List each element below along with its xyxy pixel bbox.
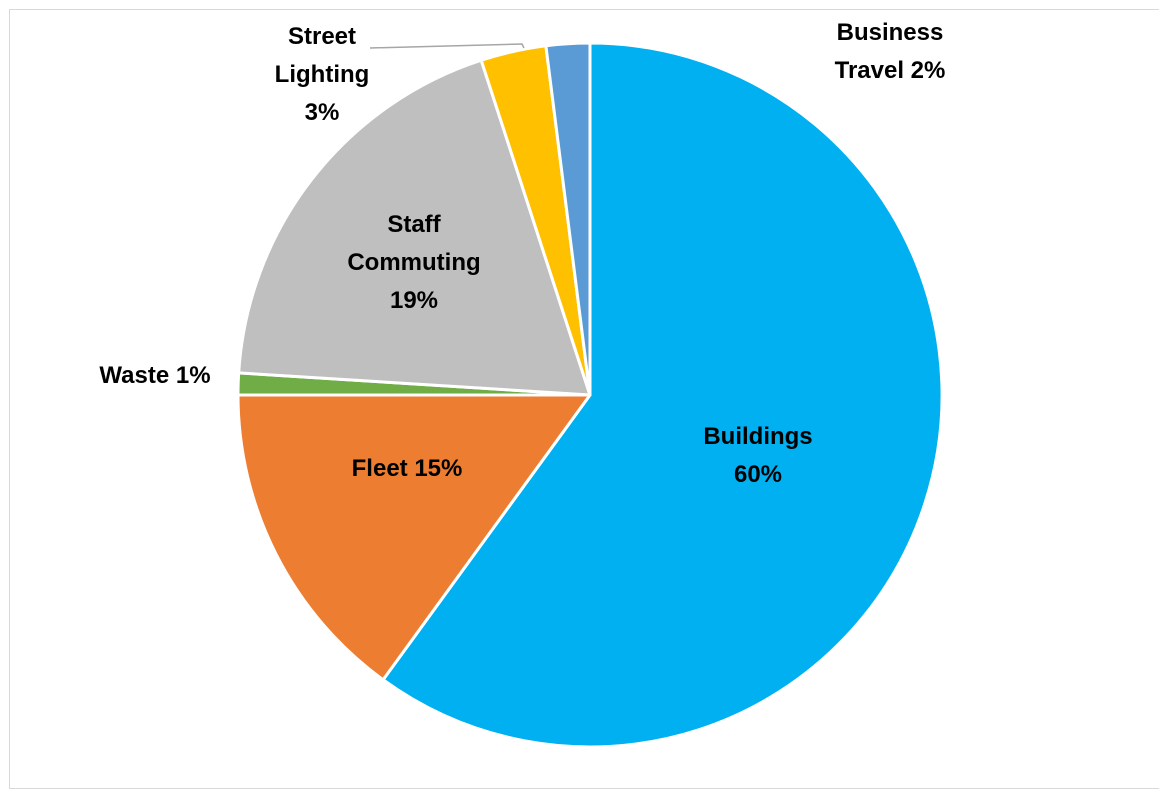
data-label-line: Buildings xyxy=(703,423,812,450)
data-label-buildings: Buildings 60% xyxy=(703,423,812,488)
data-label-line: 19% xyxy=(390,287,438,314)
leader-line-street-lighting xyxy=(369,43,525,49)
data-label-waste: Waste 1% xyxy=(99,362,210,389)
pie-chart: Buildings 60% Fleet 15% Waste 1% Staff Commut… xyxy=(99,19,946,749)
data-label-staff-commuting: Staff Commuting 19% xyxy=(347,211,480,314)
pie-slice-fleet xyxy=(236,393,592,682)
data-label-line: Street xyxy=(288,23,356,50)
pie-slice-staff-commuting xyxy=(237,58,592,397)
data-label-line: Waste 1% xyxy=(99,362,210,389)
pie-slice-buildings xyxy=(381,41,944,749)
data-label-business-travel: Business Travel 2% xyxy=(835,19,946,84)
data-label-fleet: Fleet 15% xyxy=(352,455,463,482)
data-label-line: Travel 2% xyxy=(835,57,946,84)
data-label-line: Fleet 15% xyxy=(352,455,463,482)
pie-slice-business-travel xyxy=(544,41,592,397)
data-label-line: Business xyxy=(837,19,944,46)
data-label-line: Staff xyxy=(387,211,441,238)
data-label-line: Commuting xyxy=(347,249,480,276)
data-label-line: 60% xyxy=(734,461,782,488)
data-label-line: 3% xyxy=(305,99,340,126)
data-label-street-lighting: Street Lighting 3% xyxy=(275,23,370,126)
data-label-line: Lighting xyxy=(275,61,370,88)
